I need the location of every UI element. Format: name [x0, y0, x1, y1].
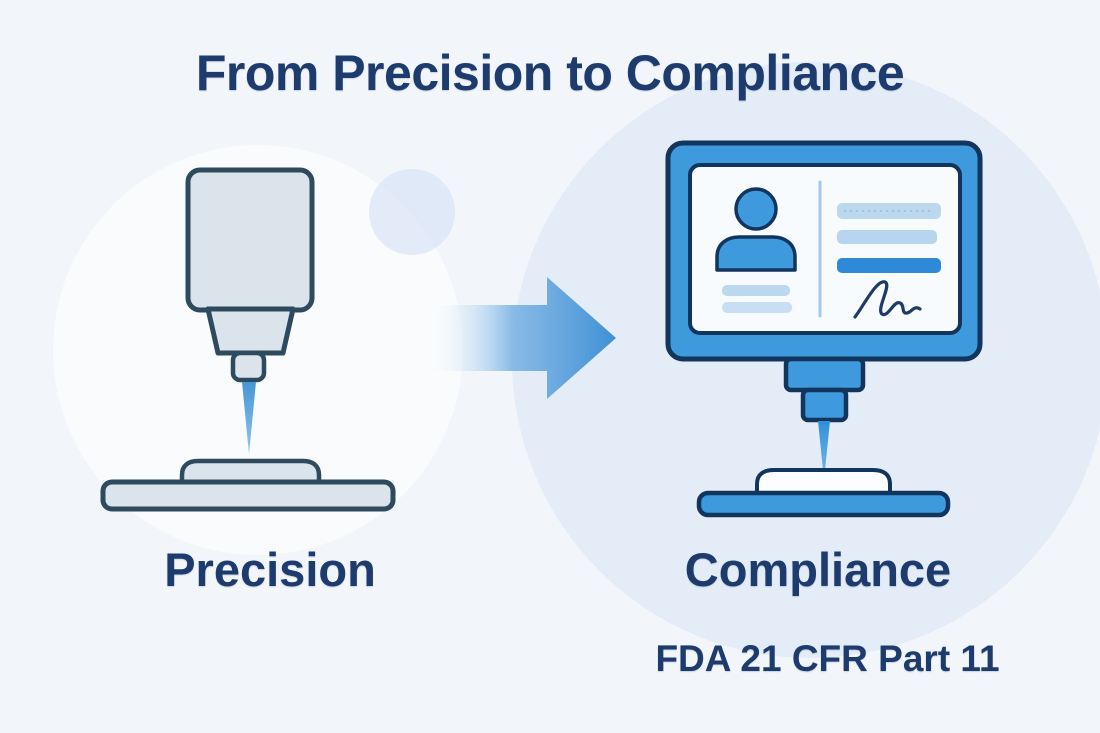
- signature-icon: [853, 280, 922, 319]
- base-plate: [696, 490, 951, 518]
- compliance-monitor-illustration: [665, 140, 983, 518]
- base-plate: [100, 479, 396, 512]
- engraver-tip: [230, 350, 267, 383]
- workpiece: [179, 458, 322, 485]
- laser-beam-icon: [818, 421, 830, 480]
- page-title: From Precision to Compliance: [195, 45, 905, 101]
- laser-beam-icon: [242, 382, 256, 454]
- monitor-stand: [783, 356, 866, 423]
- precision-label: Precision: [164, 543, 376, 596]
- compliance-label: Compliance: [684, 543, 952, 596]
- arrow-shape: [427, 277, 616, 399]
- decor-circle-small: [369, 169, 455, 255]
- flow-arrow-icon: [427, 277, 616, 399]
- user-icon: [715, 187, 797, 272]
- regulation-caption: FDA 21 CFR Part 11: [655, 638, 1000, 679]
- engraver-body: [185, 167, 315, 313]
- document-text-lines: [837, 203, 941, 273]
- workpiece: [755, 468, 892, 495]
- profile-text-lines: [722, 285, 792, 313]
- laser-engraver-illustration: [100, 167, 396, 512]
- engraver-nozzle: [205, 306, 296, 356]
